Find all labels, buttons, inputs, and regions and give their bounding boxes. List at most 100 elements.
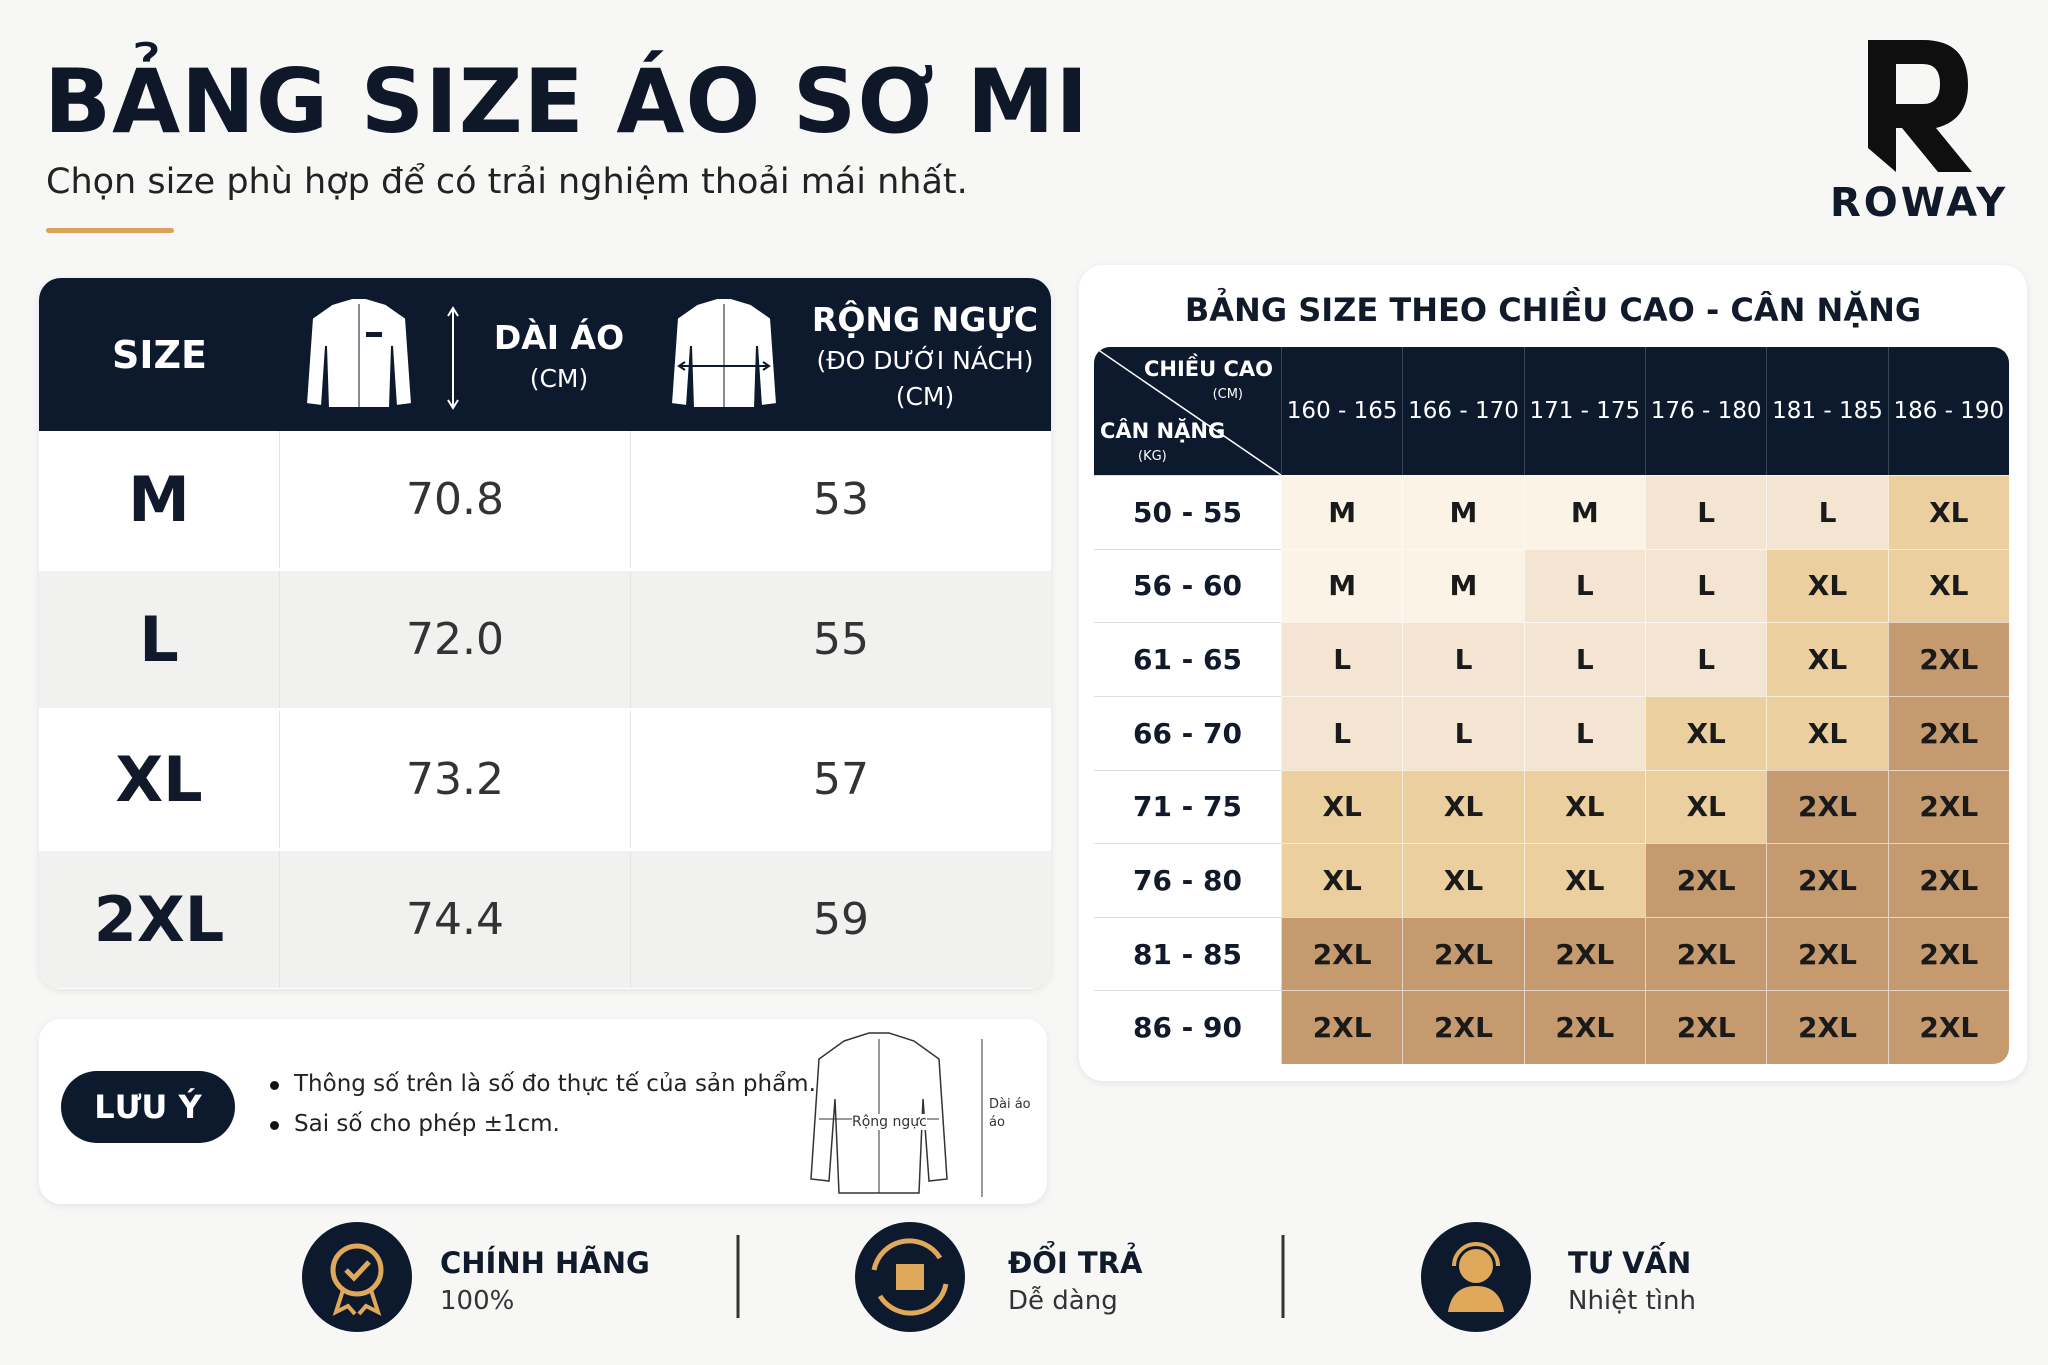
size-cell: 2XL [1766,769,1888,844]
length-arrow [447,306,459,410]
shirt-icon [669,297,779,409]
note-badge: LƯU Ý [61,1071,235,1143]
feature-title: CHÍNH HÃNG [440,1246,650,1280]
subtitle: Chọn size phù hợp để có trải nghiệm thoả… [46,162,968,202]
column-header: 171 - 175 [1523,347,1645,475]
measure-cell: 53 [813,474,869,525]
size-cell: XL [1887,475,2009,549]
feature-subtitle: Nhiệt tình [1568,1286,1696,1316]
measure-cell: 72.0 [280,571,631,708]
size-cell: M [1402,548,1524,623]
row-header: 76 - 80 [1094,843,1281,917]
feature-title: ĐỔI TRẢ [1008,1246,1143,1280]
matrix-panel: BẢNG SIZE THEO CHIỀU CAO - CÂN NẶNG CHIỀ… [1079,265,2027,1081]
size-cell: 2XL [1645,990,1767,1064]
size-cell: M [1402,475,1524,549]
size-cell: 2XL [39,851,280,988]
column-header: 166 - 170 [1402,347,1524,475]
row-header: 81 - 85 [1094,916,1281,991]
diagram-chest: Rộng ngực [852,1114,927,1130]
size-cell: 2XL [1766,990,1888,1064]
corner-height: CHIỀU CAO [1143,357,1273,381]
header-length-unit: (CM) [529,364,589,393]
table-row: L 72.0 55 [39,571,1051,708]
size-cell: 2XL [1281,990,1403,1064]
matrix: CHIỀU CAO (CM) CÂN NẶNG (KG) 160 - 165 16… [1094,347,2009,1064]
size-cell: L [1281,695,1403,770]
header-chest: RỘNG NGỰC [811,300,1039,339]
column-header: 176 - 180 [1645,347,1767,475]
size-cell: XL [1766,622,1888,696]
size-table: SIZE DÀI ÁO (CM) RỘNG NGỰC (ĐO DƯỚI NÁCH… [39,278,1051,989]
size-cell: L [1523,695,1645,770]
size-cell: 2XL [1523,990,1645,1064]
shirt-icon [304,297,414,409]
diagram-length: áo [989,1115,1005,1130]
table-header: SIZE DÀI ÁO (CM) RỘNG NGỰC (ĐO DƯỚI NÁCH… [39,278,1051,431]
size-cell: XL [1402,843,1524,917]
size-cell: 2XL [1887,695,2009,770]
size-cell: L [1402,622,1524,696]
size-cell: M [1281,548,1403,623]
note-box: LƯU Ý Thông số trên là số đo thực tế của… [39,1019,1047,1204]
features-icons [302,1222,1531,1332]
row-header: 56 - 60 [1094,548,1281,623]
corner-height-unit: (CM) [1212,387,1243,402]
size-cell: 2XL [1402,990,1524,1064]
column-header: 160 - 165 [1281,347,1403,475]
size-cell: XL [1281,769,1403,844]
size-cell: 2XL [1645,916,1767,991]
note-item: Sai số cho phép ±1cm. [270,1111,560,1137]
corner-cell: CHIỀU CAO (CM) CÂN NẶNG (KG) [1094,347,1281,475]
corner-weight: CÂN NẶNG [1100,419,1226,443]
size-cell: 2XL [1766,916,1888,991]
column-header: 181 - 185 [1766,347,1888,475]
table-row: XL 73.2 57 [39,711,1051,848]
table-row: M 70.8 53 [39,431,1051,568]
title: BẢNG SIZE ÁO SƠ MI [44,50,1090,153]
diagonal [1094,347,1281,475]
measure-cell: 70.8 [280,431,631,568]
header-chest-unit: (CM) [895,382,955,411]
measure-cell: 57 [813,754,869,805]
size-cell: L [1523,622,1645,696]
feature-subtitle: 100% [440,1286,515,1316]
matrix-title: BẢNG SIZE THEO CHIỀU CAO - CÂN NẶNG [1184,291,1922,329]
measure-cell: 74.4 [280,851,631,988]
size-cell: M [1523,475,1645,549]
header-size: SIZE [111,333,208,377]
size-cell: M [39,431,280,568]
row-header: 71 - 75 [1094,769,1281,844]
size-cell: XL [1766,695,1888,770]
size-cell: 2XL [1645,843,1767,917]
measure-cell: 59 [813,894,869,945]
size-cell: L [1402,695,1524,770]
size-cell: L [1766,475,1888,549]
size-cell: 2XL [1887,622,2009,696]
size-cell: XL [1766,548,1888,623]
feature-subtitle: Dễ dàng [1008,1286,1118,1316]
size-cell: XL [1523,843,1645,917]
size-cell: XL [1523,769,1645,844]
diagram-length: Dài áo [989,1097,1031,1112]
size-cell: L [1523,548,1645,623]
size-cell: L [39,571,280,708]
feature-title: TƯ VẤN [1568,1246,1692,1280]
size-cell: 2XL [1887,843,2009,917]
row-header: 61 - 65 [1094,622,1281,696]
logo [1868,40,1972,172]
size-cell: L [1281,622,1403,696]
size-cell: L [1645,622,1767,696]
header-chest-note: (ĐO DƯỚI NÁCH) [816,346,1034,375]
size-cell: XL [39,711,280,848]
brand: ROWAY [1830,180,2009,226]
column-header: 186 - 190 [1887,347,2009,475]
row-header: 66 - 70 [1094,695,1281,770]
size-cell: L [1645,475,1767,549]
size-cell: XL [1645,769,1767,844]
size-cell: 2XL [1402,916,1524,991]
header-length: DÀI ÁO [493,318,625,357]
size-cell: 2XL [1887,990,2009,1064]
corner-weight-unit: (KG) [1138,449,1167,464]
